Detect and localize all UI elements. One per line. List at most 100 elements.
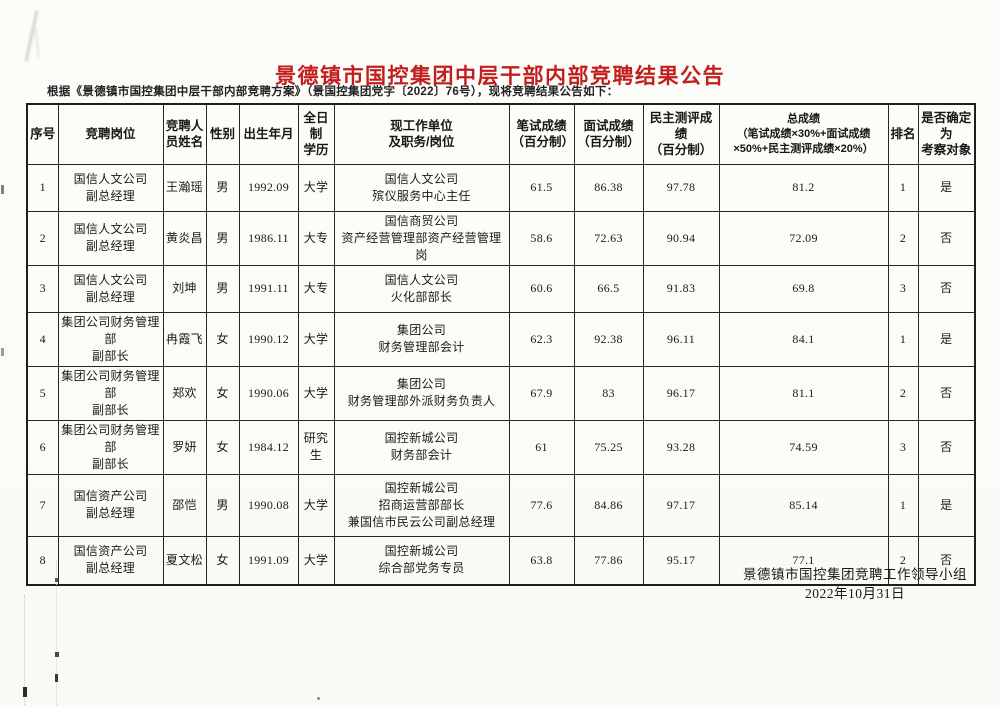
table-cell: 大学 <box>297 473 335 537</box>
table-cell: 国信人文公司 副总经理 <box>57 210 164 266</box>
table-cell: 1991.11 <box>238 264 299 313</box>
scan-artifact <box>23 687 27 697</box>
table-cell: 女 <box>205 365 240 421</box>
table-cell: 3 <box>26 264 59 313</box>
table-cell: 国控新城公司 招商运营部部长 兼国信市民云公司副总经理 <box>333 473 510 537</box>
table-cell: 研究生 <box>297 419 335 475</box>
table-cell: 夏文松 <box>162 535 207 586</box>
table-cell: 罗妍 <box>162 419 207 475</box>
table-cell: 集团公司财务管理部 副部长 <box>57 365 164 421</box>
table-cell: 66.5 <box>573 264 644 313</box>
table-cell: 81.1 <box>718 365 889 421</box>
table-cell: 男 <box>205 210 240 266</box>
scan-artifact <box>55 652 59 657</box>
table-cell: 大学 <box>297 365 335 421</box>
table-cell: 邵恺 <box>162 473 207 537</box>
table-cell: 1990.06 <box>238 365 299 421</box>
table-cell: 85.14 <box>718 473 889 537</box>
table-row: 3 国信人文公司 副总经理 刘坤男 1991.11 大专 国信人文公司 火化部部长 60.6… <box>26 264 976 313</box>
header-cell: 总成绩 （笔试成绩×30%+面试成绩 ×50%+民主测评成绩×20%） <box>718 103 889 165</box>
header-cell: 面试成绩 （百分制） <box>573 103 644 165</box>
table-cell: 国信资产公司 副总经理 <box>57 535 164 586</box>
table-cell: 是 <box>917 473 976 537</box>
scan-artifact <box>24 10 39 62</box>
table-cell: 97.78 <box>642 163 720 212</box>
table-cell: 74.59 <box>718 419 889 475</box>
table-row: 7 国信资产公司 副总经理 邵恺男 1990.08 大学 国控新城公司 招商运营部部长 兼… <box>26 473 976 537</box>
table-cell: 国信人文公司 副总经理 <box>57 264 164 313</box>
table-cell: 95.17 <box>642 535 720 586</box>
scan-artifact <box>34 27 40 59</box>
table-cell: 3 <box>887 419 919 475</box>
header-cell: 序号 <box>26 103 59 165</box>
table-cell: 大学 <box>297 535 335 586</box>
table-cell: 67.9 <box>508 365 575 421</box>
table-cell: 国信资产公司 副总经理 <box>57 473 164 537</box>
table-cell: 96.11 <box>642 311 720 367</box>
header-cell: 出生年月 <box>238 103 299 165</box>
table-cell: 91.83 <box>642 264 720 313</box>
signing-date: 2022年10月31日 <box>805 586 905 601</box>
table-cell: 1990.12 <box>238 311 299 367</box>
table-cell: 否 <box>917 535 976 586</box>
table-cell: 72.63 <box>573 210 644 266</box>
table-cell: 7 <box>26 473 59 537</box>
signature-block: 景德镇市国控集团竞聘工作领导小组 2022年10月31日 <box>715 565 995 603</box>
table-cell: 1991.09 <box>238 535 299 586</box>
table-cell: 5 <box>26 365 59 421</box>
table-row: 8 国信资产公司 副总经理 夏文松女 1991.09 大学 国控新城公司 综合部党务专员 6… <box>26 535 976 586</box>
table-cell: 黄炎昌 <box>162 210 207 266</box>
page-title: 景德镇市国控集团中层干部内部竞聘结果公告 <box>275 65 725 89</box>
table-cell: 2 <box>887 365 919 421</box>
table-row: 2 国信人文公司 副总经理 黄炎昌男 1986.11 大专 国信商贸公司 资产经营管理部资… <box>26 210 976 266</box>
table-cell: 国信人文公司 副总经理 <box>57 163 164 212</box>
table-cell: 77.6 <box>508 473 575 537</box>
table-cell: 1 <box>887 311 919 367</box>
intro-paragraph: 根据《景德镇市国控集团中层干部内部竞聘方案》（景国控集团党字〔2022〕76号）… <box>47 86 619 98</box>
table-cell: 61.5 <box>508 163 575 212</box>
table-cell: 3 <box>887 264 919 313</box>
table-cell: 72.09 <box>718 210 889 266</box>
table-cell: 国控新城公司 综合部党务专员 <box>333 535 510 586</box>
table-cell: 84.1 <box>718 311 889 367</box>
scan-artifact <box>55 674 58 682</box>
table-cell: 大专 <box>297 264 335 313</box>
table-cell: 国信人文公司 殡仪服务中心主任 <box>333 163 510 212</box>
header-cell: 民主测评成绩 （百分制） <box>642 103 720 165</box>
table-cell: 王瀚瑶 <box>162 163 207 212</box>
table-cell: 男 <box>205 473 240 537</box>
table-cell: 大学 <box>297 163 335 212</box>
table-row: 6 集团公司财务管理部 副部长 罗妍女 1984.12 研究生 国控新城公司 财务部会计 6… <box>26 419 976 475</box>
table-cell: 2 <box>887 210 919 266</box>
header-row: 序号 竞聘岗位 竞聘人 员姓名 性别 出生年月 全日制 学历 现工作单位 及职务/岗位 笔试成… <box>26 103 976 165</box>
table-cell: 集团公司 财务管理部会计 <box>333 311 510 367</box>
table-cell: 90.94 <box>642 210 720 266</box>
header-cell: 现工作单位 及职务/岗位 <box>333 103 510 165</box>
table-cell: 国信商贸公司 资产经营管理部资产经营管理岗 <box>333 210 510 266</box>
table-cell: 58.6 <box>508 210 575 266</box>
header-cell: 全日制 学历 <box>297 103 335 165</box>
header-cell: 竞聘人 员姓名 <box>162 103 207 165</box>
table-cell: 否 <box>917 210 976 266</box>
table-cell: 6 <box>26 419 59 475</box>
table-cell: 郑欢 <box>162 365 207 421</box>
table-cell: 1986.11 <box>238 210 299 266</box>
table-cell: 1992.09 <box>238 163 299 212</box>
table-row: 5 集团公司财务管理部 副部长 郑欢女 1990.06 大学 集团公司 财务管理部外派财务… <box>26 365 976 421</box>
header-cell: 排名 <box>887 103 919 165</box>
table-cell: 否 <box>917 365 976 421</box>
table-cell: 69.8 <box>718 264 889 313</box>
table-cell: 77.1 <box>718 535 889 586</box>
table-cell: 男 <box>205 264 240 313</box>
table-cell: 60.6 <box>508 264 575 313</box>
table-cell: 大学 <box>297 311 335 367</box>
header-cell: 竞聘岗位 <box>57 103 164 165</box>
table-cell: 81.2 <box>718 163 889 212</box>
signing-organization: 景德镇市国控集团竞聘工作领导小组 <box>743 567 967 582</box>
table-cell: 8 <box>26 535 59 586</box>
table-cell: 92.38 <box>573 311 644 367</box>
table-cell: 1990.08 <box>238 473 299 537</box>
header-cell: 是否确定为 考察对象 <box>917 103 976 165</box>
table-cell: 63.8 <box>508 535 575 586</box>
table-cell: 女 <box>205 311 240 367</box>
